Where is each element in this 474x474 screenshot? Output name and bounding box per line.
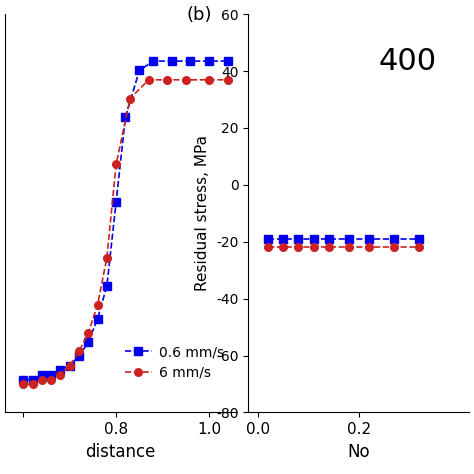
6 mm/s (225, 77, 230, 82)
6 mm/s (206, 77, 212, 82)
0.6 mm/s (20, 377, 26, 383)
0.6 mm/s (206, 58, 212, 64)
6 mm/s (48, 377, 54, 383)
0.6 mm/s (104, 283, 109, 289)
0.6 mm/s (58, 367, 64, 373)
0.6 mm/s (85, 339, 91, 345)
0.6 mm/s (169, 58, 175, 64)
6 mm/s (146, 77, 152, 82)
6 mm/s (76, 349, 82, 355)
0.6 mm/s (137, 68, 142, 73)
Text: (b): (b) (186, 6, 212, 24)
Y-axis label: Residual stress, MPa: Residual stress, MPa (195, 135, 210, 292)
6 mm/s (30, 382, 36, 387)
6 mm/s (95, 302, 100, 308)
6 mm/s (183, 77, 189, 82)
0.6 mm/s (150, 58, 156, 64)
6 mm/s (20, 382, 26, 387)
Legend: 0.6 mm/s, 6 mm/s: 0.6 mm/s, 6 mm/s (119, 339, 230, 385)
6 mm/s (127, 96, 133, 101)
6 mm/s (104, 255, 109, 261)
6 mm/s (85, 330, 91, 336)
0.6 mm/s (30, 377, 36, 383)
Line: 6 mm/s: 6 mm/s (19, 76, 231, 388)
0.6 mm/s (123, 114, 128, 120)
Text: 400: 400 (378, 47, 437, 76)
0.6 mm/s (113, 199, 119, 204)
0.6 mm/s (39, 372, 45, 378)
0.6 mm/s (76, 353, 82, 359)
0.6 mm/s (48, 372, 54, 378)
6 mm/s (58, 372, 64, 378)
X-axis label: distance: distance (86, 443, 156, 461)
Line: 0.6 mm/s: 0.6 mm/s (19, 57, 231, 383)
6 mm/s (67, 363, 73, 368)
6 mm/s (113, 161, 119, 167)
6 mm/s (164, 77, 170, 82)
0.6 mm/s (67, 363, 73, 368)
X-axis label: No: No (347, 443, 370, 461)
0.6 mm/s (188, 58, 193, 64)
0.6 mm/s (95, 316, 100, 321)
0.6 mm/s (225, 58, 230, 64)
6 mm/s (39, 377, 45, 383)
